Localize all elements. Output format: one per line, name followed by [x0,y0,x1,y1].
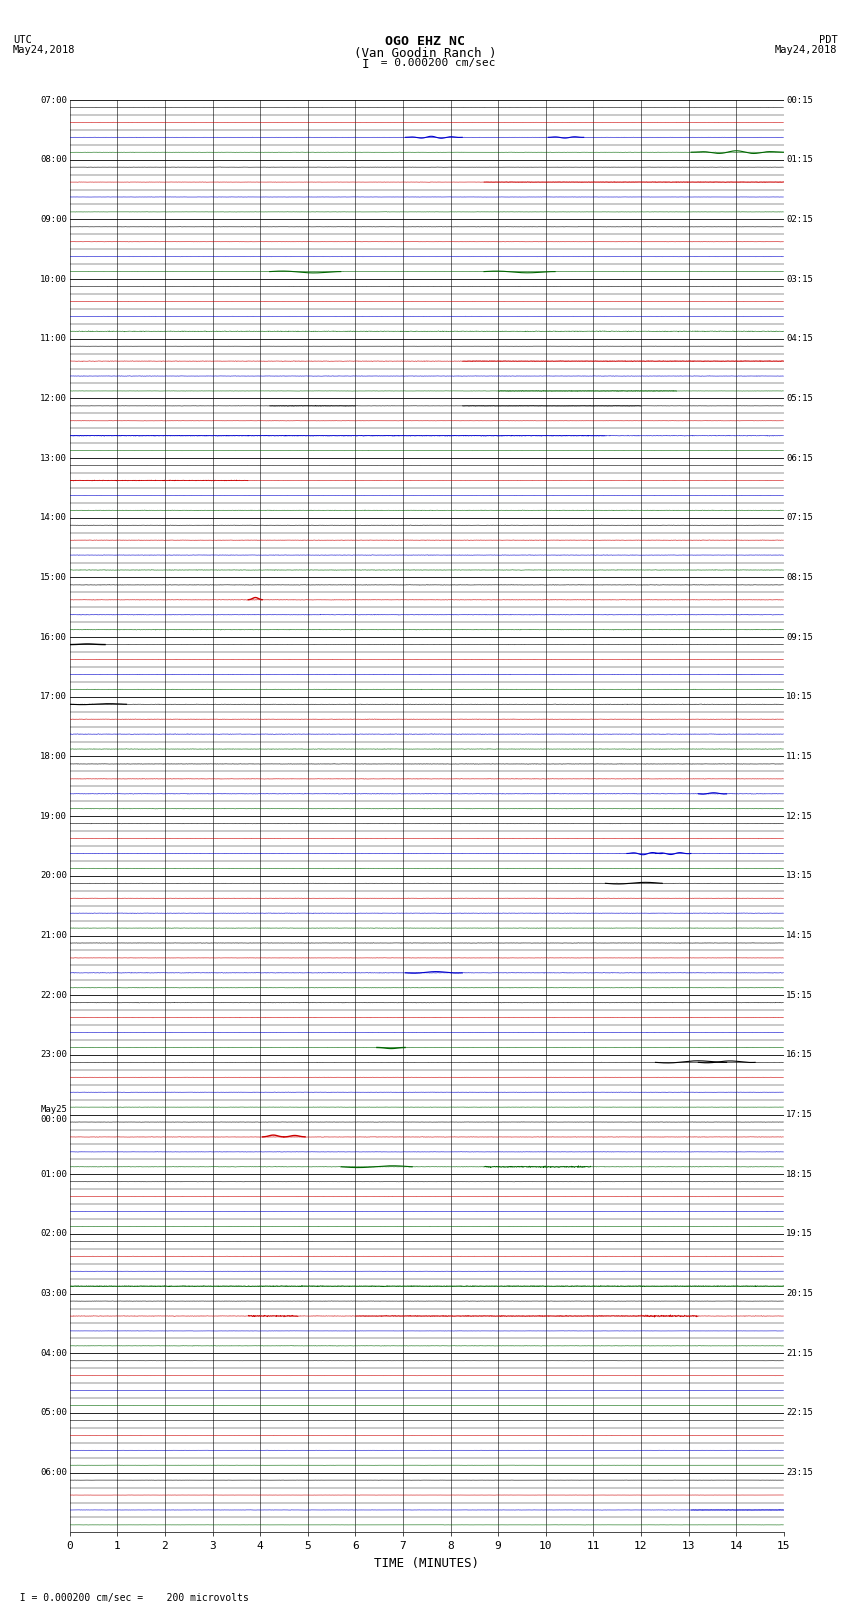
Text: 07:15: 07:15 [786,513,813,523]
Text: 16:15: 16:15 [786,1050,813,1060]
Text: I: I [362,58,369,71]
Text: 19:00: 19:00 [40,811,67,821]
Text: OGO EHZ NC: OGO EHZ NC [385,35,465,48]
Text: 19:15: 19:15 [786,1229,813,1239]
Text: 20:15: 20:15 [786,1289,813,1298]
Text: 17:00: 17:00 [40,692,67,702]
Text: 15:15: 15:15 [786,990,813,1000]
Text: UTC: UTC [13,35,31,45]
Text: 23:00: 23:00 [40,1050,67,1060]
Text: 23:15: 23:15 [786,1468,813,1478]
Text: PDT: PDT [819,35,837,45]
Text: 03:00: 03:00 [40,1289,67,1298]
Text: 08:15: 08:15 [786,573,813,582]
Text: 17:15: 17:15 [786,1110,813,1119]
Text: 14:00: 14:00 [40,513,67,523]
Text: 15:00: 15:00 [40,573,67,582]
Text: I = 0.000200 cm/sec =    200 microvolts: I = 0.000200 cm/sec = 200 microvolts [8,1594,249,1603]
Text: 11:15: 11:15 [786,752,813,761]
Text: 13:00: 13:00 [40,453,67,463]
Text: 08:00: 08:00 [40,155,67,165]
Text: 18:15: 18:15 [786,1169,813,1179]
Text: 06:00: 06:00 [40,1468,67,1478]
Text: 13:15: 13:15 [786,871,813,881]
Text: 06:15: 06:15 [786,453,813,463]
Text: 01:00: 01:00 [40,1169,67,1179]
Text: 11:00: 11:00 [40,334,67,344]
Text: 18:00: 18:00 [40,752,67,761]
Text: 05:15: 05:15 [786,394,813,403]
Text: 20:00: 20:00 [40,871,67,881]
Text: (Van Goodin Ranch ): (Van Goodin Ranch ) [354,47,496,60]
Text: May24,2018: May24,2018 [13,45,76,55]
Text: 10:00: 10:00 [40,274,67,284]
Text: 09:00: 09:00 [40,215,67,224]
Text: 01:15: 01:15 [786,155,813,165]
Text: 10:15: 10:15 [786,692,813,702]
Text: 02:00: 02:00 [40,1229,67,1239]
Text: 22:15: 22:15 [786,1408,813,1418]
Text: 04:15: 04:15 [786,334,813,344]
X-axis label: TIME (MINUTES): TIME (MINUTES) [374,1557,479,1569]
Text: 14:15: 14:15 [786,931,813,940]
Text: 12:15: 12:15 [786,811,813,821]
Text: May25
00:00: May25 00:00 [40,1105,67,1124]
Text: May24,2018: May24,2018 [774,45,837,55]
Text: 16:00: 16:00 [40,632,67,642]
Text: 22:00: 22:00 [40,990,67,1000]
Text: 07:00: 07:00 [40,95,67,105]
Text: 03:15: 03:15 [786,274,813,284]
Text: 12:00: 12:00 [40,394,67,403]
Text: 09:15: 09:15 [786,632,813,642]
Text: 02:15: 02:15 [786,215,813,224]
Text: 21:15: 21:15 [786,1348,813,1358]
Text: 04:00: 04:00 [40,1348,67,1358]
Text: = 0.000200 cm/sec: = 0.000200 cm/sec [374,58,496,68]
Text: 21:00: 21:00 [40,931,67,940]
Text: 00:15: 00:15 [786,95,813,105]
Text: 05:00: 05:00 [40,1408,67,1418]
